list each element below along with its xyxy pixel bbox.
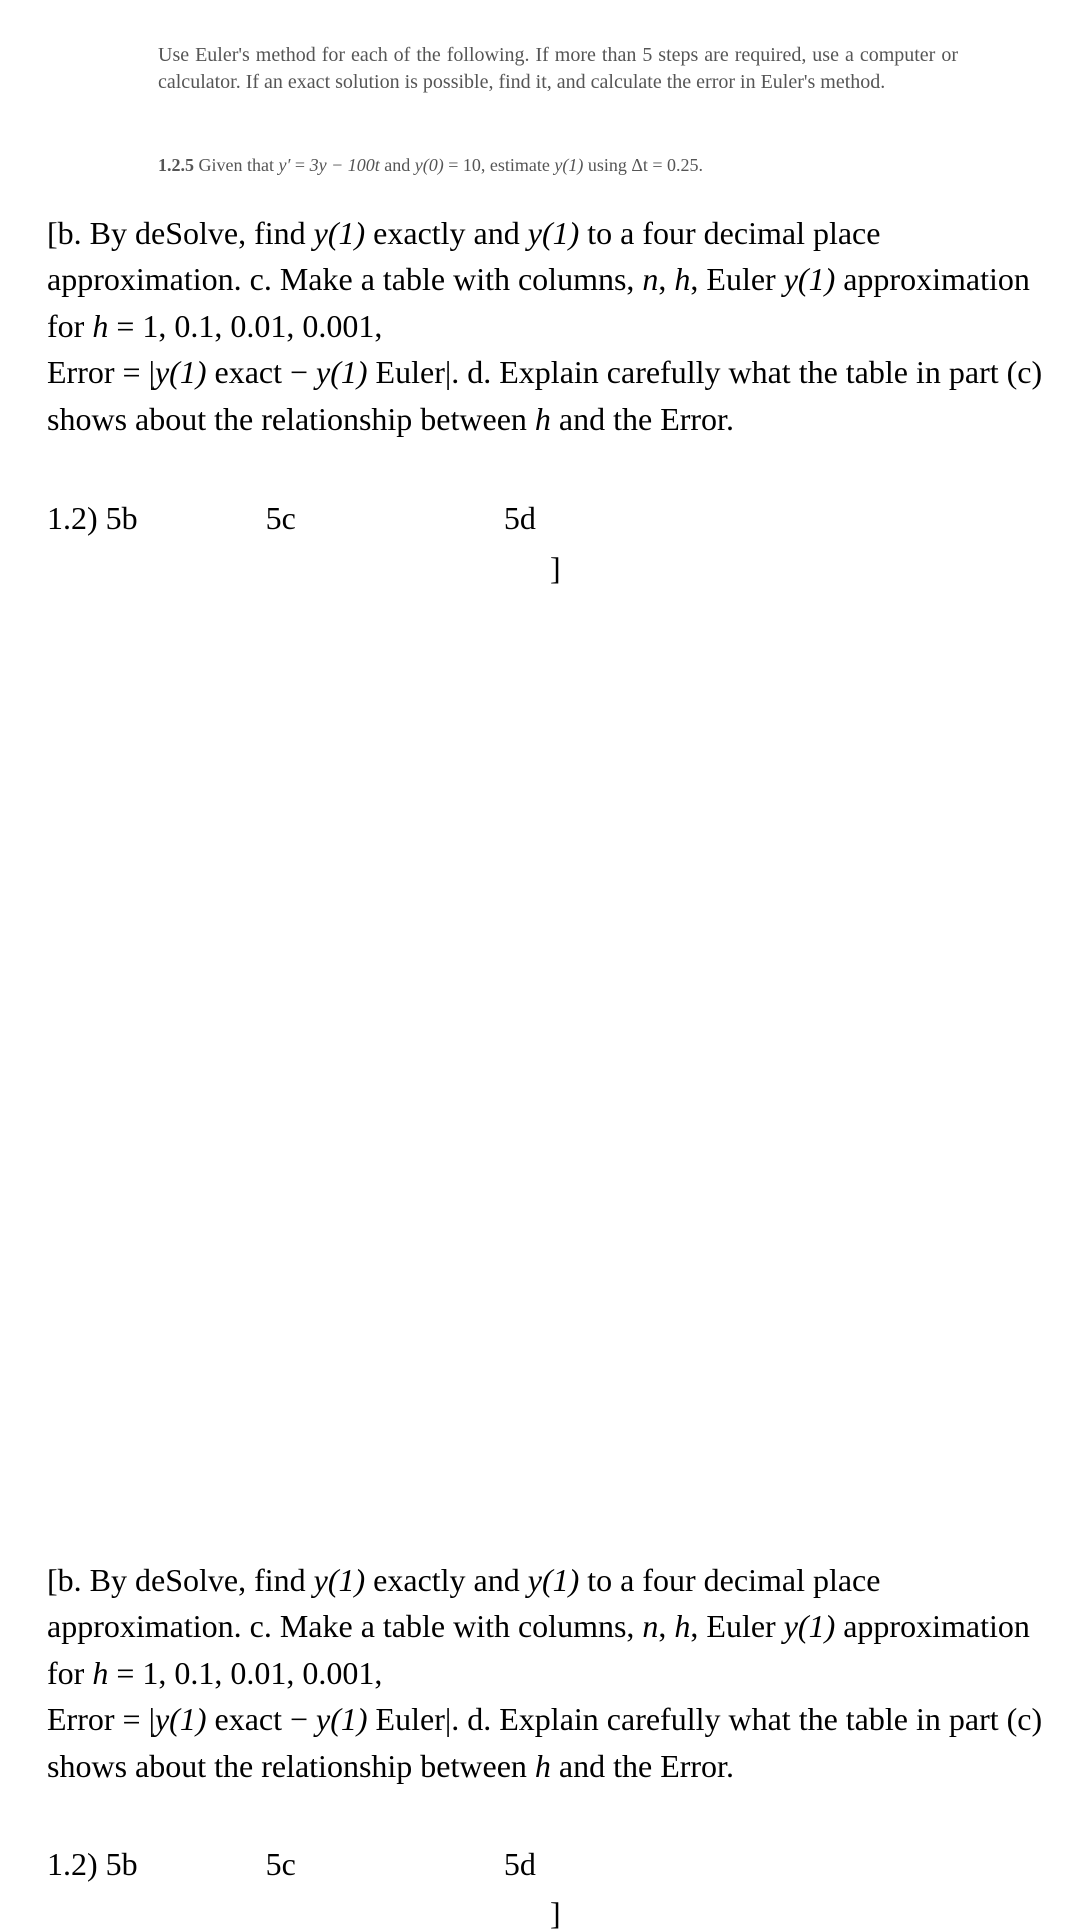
q2-h: h <box>674 1608 690 1644</box>
answer-5b: 1.2) 5b <box>47 500 138 537</box>
problem-1-2-5: 1.2.5 Given that y′ = 3y − 100t and y(0)… <box>158 155 958 176</box>
q2-c-tail1: , Euler <box>690 1608 783 1644</box>
answer-5c: 5c <box>266 500 296 537</box>
closing-bracket-1: ] <box>550 550 561 587</box>
answer-slots-2: 1.2) 5b 5c 5d <box>47 1846 1047 1883</box>
q2-d-tail: and the Error. <box>551 1748 734 1784</box>
q-c-tail1: , Euler <box>690 261 783 297</box>
eqn1-lhs: y′ <box>278 155 290 175</box>
q2-y1-3: y(1) <box>784 1608 836 1644</box>
q2-y1-4: y(1) <box>155 1701 207 1737</box>
q2-y1-1: y(1) <box>314 1562 366 1598</box>
ic-eq: = <box>444 155 463 175</box>
q-comma1: , <box>658 261 674 297</box>
answer-5d: 5d <box>504 500 536 537</box>
q-n: n <box>642 261 658 297</box>
target-y1: y(1) <box>554 155 583 175</box>
question-block-1: [b. By deSolve, find y(1) exactly and y(… <box>47 210 1047 442</box>
problem-number: 1.2.5 <box>158 155 194 175</box>
q-b-mid1: exactly and <box>365 215 528 251</box>
answer-slots-1: 1.2) 5b 5c 5d <box>47 500 1047 537</box>
answer2-5d: 5d <box>504 1846 536 1882</box>
problem-using: using Δt = 0.25. <box>583 155 703 175</box>
q-y1-1: y(1) <box>314 215 366 251</box>
q2-b-lead: [b. By deSolve, find <box>47 1562 314 1598</box>
page: Use Euler's method for each of the follo… <box>0 0 1080 1905</box>
q2-hvals: = 1, 0.1, 0.01, 0.001, <box>108 1655 382 1691</box>
q2-h2: h <box>92 1655 108 1691</box>
problem-estimate: , estimate <box>481 155 554 175</box>
q2-b-mid1: exactly and <box>365 1562 528 1598</box>
q2-y1-5: y(1) <box>316 1701 368 1737</box>
eqn1-rhs: 3y − 100t <box>310 155 380 175</box>
closing-bracket-2: ] <box>550 1895 561 1932</box>
q2-comma1: , <box>658 1608 674 1644</box>
q-d-tail: and the Error. <box>551 401 734 437</box>
problem-and: and <box>380 155 415 175</box>
q2-h3: h <box>535 1748 551 1784</box>
q-h3: h <box>535 401 551 437</box>
q2-n: n <box>642 1608 658 1644</box>
q-h: h <box>674 261 690 297</box>
q2-err-mid: exact − <box>206 1701 316 1737</box>
q-y1-4: y(1) <box>155 354 207 390</box>
q-y1-2: y(1) <box>528 215 580 251</box>
q-hvals: = 1, 0.1, 0.01, 0.001, <box>108 308 382 344</box>
q2-err-lead: Error = | <box>47 1701 155 1737</box>
q-y1-5: y(1) <box>316 354 368 390</box>
preamble-text: Use Euler's method for each of the follo… <box>158 42 958 96</box>
eqn1-eq: = <box>290 155 309 175</box>
q-y1-3: y(1) <box>784 261 836 297</box>
q-err-mid: exact − <box>206 354 316 390</box>
problem-text-1: Given that <box>199 155 279 175</box>
answer2-5c: 5c <box>266 1846 296 1882</box>
q2-y1-2: y(1) <box>528 1562 580 1598</box>
q-b-lead: [b. By deSolve, find <box>47 215 314 251</box>
ic-lhs: y(0) <box>415 155 444 175</box>
q-h2: h <box>92 308 108 344</box>
ic-rhs: 10 <box>463 155 481 175</box>
answer2-5b: 1.2) 5b <box>47 1846 138 1882</box>
q-err-tail-start: Euler|. <box>368 354 460 390</box>
question-block-2: [b. By deSolve, find y(1) exactly and y(… <box>47 1557 1047 1789</box>
q2-err-tail-start: Euler|. <box>368 1701 460 1737</box>
q-err-lead: Error = | <box>47 354 155 390</box>
